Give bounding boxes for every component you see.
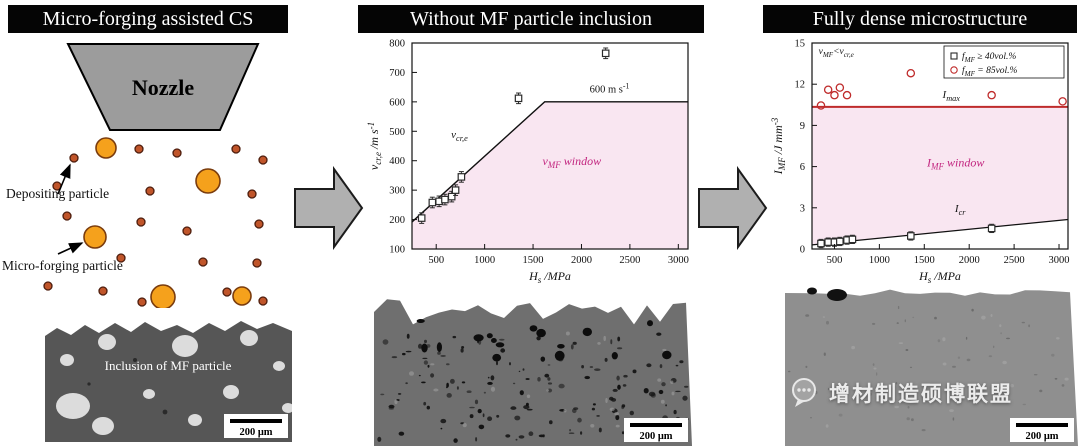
- svg-text:1000: 1000: [474, 255, 495, 266]
- mf-inclusion-blobs: [56, 330, 292, 435]
- chart-annotation: Icr: [954, 203, 966, 217]
- depositing-arrow-icon: [57, 163, 71, 195]
- process-arrow-2-icon: [698, 166, 768, 250]
- svg-text:500: 500: [827, 255, 843, 266]
- scale-bar: 200 μm: [1010, 418, 1074, 442]
- svg-text:0: 0: [800, 245, 805, 256]
- svg-text:700: 700: [389, 68, 405, 79]
- chart-annotation: vcr,e: [451, 129, 468, 143]
- svg-text:9: 9: [800, 121, 805, 132]
- micrograph-caption: Inclusion of MF particle: [105, 358, 232, 373]
- mf-particles: [83, 137, 252, 308]
- chart-annotation: IMF window: [926, 156, 984, 172]
- critical-velocity-chart: vcr,e 600 m s-1 vMF window 500 1000 1500 2000 2…: [366, 39, 689, 286]
- mf-intensity-chart: vMF<vcr,e Imax IMF window Icr 500 1000 1500 200…: [770, 39, 1070, 286]
- svg-text:300: 300: [389, 186, 405, 197]
- panel1-title: Micro-forging assisted CS: [42, 7, 254, 30]
- depositing-particle-label: Depositing particle: [6, 186, 110, 201]
- svg-text:500: 500: [428, 255, 444, 266]
- svg-text:3000: 3000: [1049, 255, 1070, 266]
- scale-label: 200 μm: [639, 431, 672, 442]
- panel2-title: Without MF particle inclusion: [410, 7, 652, 30]
- svg-text:1500: 1500: [914, 255, 935, 266]
- mf-particle-label: Micro-forging particle: [2, 258, 123, 273]
- x-axis-label: Hs /MPa: [528, 269, 571, 285]
- svg-text:2500: 2500: [1004, 255, 1025, 266]
- micrograph-mf-inclusion: Inclusion of MF particle 200 μm: [45, 321, 292, 442]
- chart-annotation: Imax: [942, 89, 961, 103]
- surface-defects: [807, 287, 847, 301]
- svg-text:3: 3: [800, 203, 805, 214]
- y-axis-label: vcr,e /m s-1: [366, 122, 383, 170]
- chart-annotation: vMF<vcr,e: [819, 47, 854, 59]
- svg-text:1500: 1500: [523, 255, 544, 266]
- deposit-body: [785, 289, 1078, 446]
- x-axis-label: Hs /MPa: [918, 269, 961, 285]
- process-arrow-1-icon: [294, 166, 364, 250]
- nozzle-label: Nozzle: [132, 75, 195, 100]
- panel3-title-bar: Fully dense microstructure: [763, 5, 1077, 33]
- watermark-text: 增材制造硕博联盟: [829, 383, 1013, 406]
- svg-text:600: 600: [389, 97, 405, 108]
- scale-label: 200 μm: [239, 427, 272, 438]
- svg-text:fMF ≥ 40vol.%: fMF ≥ 40vol.%: [962, 51, 1016, 64]
- svg-text:500: 500: [389, 127, 405, 138]
- svg-text:400: 400: [389, 156, 405, 167]
- svg-text:1000: 1000: [869, 255, 890, 266]
- nozzle: Nozzle: [66, 43, 260, 131]
- scale-bar: 200 μm: [224, 414, 288, 438]
- chart-legend: [943, 45, 1065, 79]
- cs-schematic: Nozzle: [43, 43, 268, 308]
- mf-arrow-icon: [57, 242, 84, 255]
- deposit-body: [45, 321, 292, 442]
- svg-text:800: 800: [389, 39, 405, 50]
- svg-text:100: 100: [389, 245, 405, 256]
- watermark-logo-icon: [792, 378, 816, 407]
- depositing-particles: [43, 144, 268, 307]
- svg-text:2000: 2000: [959, 255, 980, 266]
- texture-speckles: [787, 305, 1069, 432]
- annotation-arrows: [57, 163, 84, 255]
- y-axis-label: IMF /J mm-3: [770, 117, 787, 175]
- micrograph-dense: 200 μm: [785, 287, 1078, 446]
- panel2-title-bar: Without MF particle inclusion: [358, 5, 704, 33]
- svg-text:3000: 3000: [668, 255, 689, 266]
- svg-text:12: 12: [795, 80, 806, 91]
- svg-text:2500: 2500: [619, 255, 640, 266]
- watermark: 增材制造硕博联盟: [788, 376, 1013, 410]
- svg-text:200: 200: [389, 215, 405, 226]
- scale-bar: 200 μm: [624, 418, 688, 442]
- micrograph-porous: 200 μm: [374, 299, 692, 446]
- panel3-title: Fully dense microstructure: [812, 7, 1028, 30]
- svg-text:2000: 2000: [571, 255, 592, 266]
- scale-label: 200 μm: [1025, 431, 1058, 442]
- svg-text:fMF = 85vol.%: fMF = 85vol.%: [962, 65, 1018, 78]
- svg-text:15: 15: [795, 39, 806, 50]
- svg-text:6: 6: [800, 162, 805, 173]
- chart-annotation: vMF window: [542, 154, 601, 170]
- chart-annotation: 600 m s-1: [590, 81, 630, 95]
- panel1-title-bar: Micro-forging assisted CS: [8, 5, 288, 33]
